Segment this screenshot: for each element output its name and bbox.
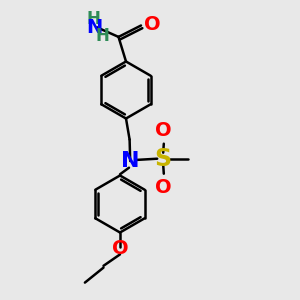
Text: O: O: [155, 121, 172, 140]
Text: S: S: [154, 147, 172, 171]
Text: O: O: [155, 178, 172, 196]
Text: N: N: [86, 18, 103, 38]
Text: O: O: [112, 239, 128, 259]
Text: O: O: [144, 15, 160, 34]
Text: H: H: [95, 27, 109, 45]
Text: H: H: [86, 10, 100, 28]
Text: N: N: [121, 151, 140, 171]
